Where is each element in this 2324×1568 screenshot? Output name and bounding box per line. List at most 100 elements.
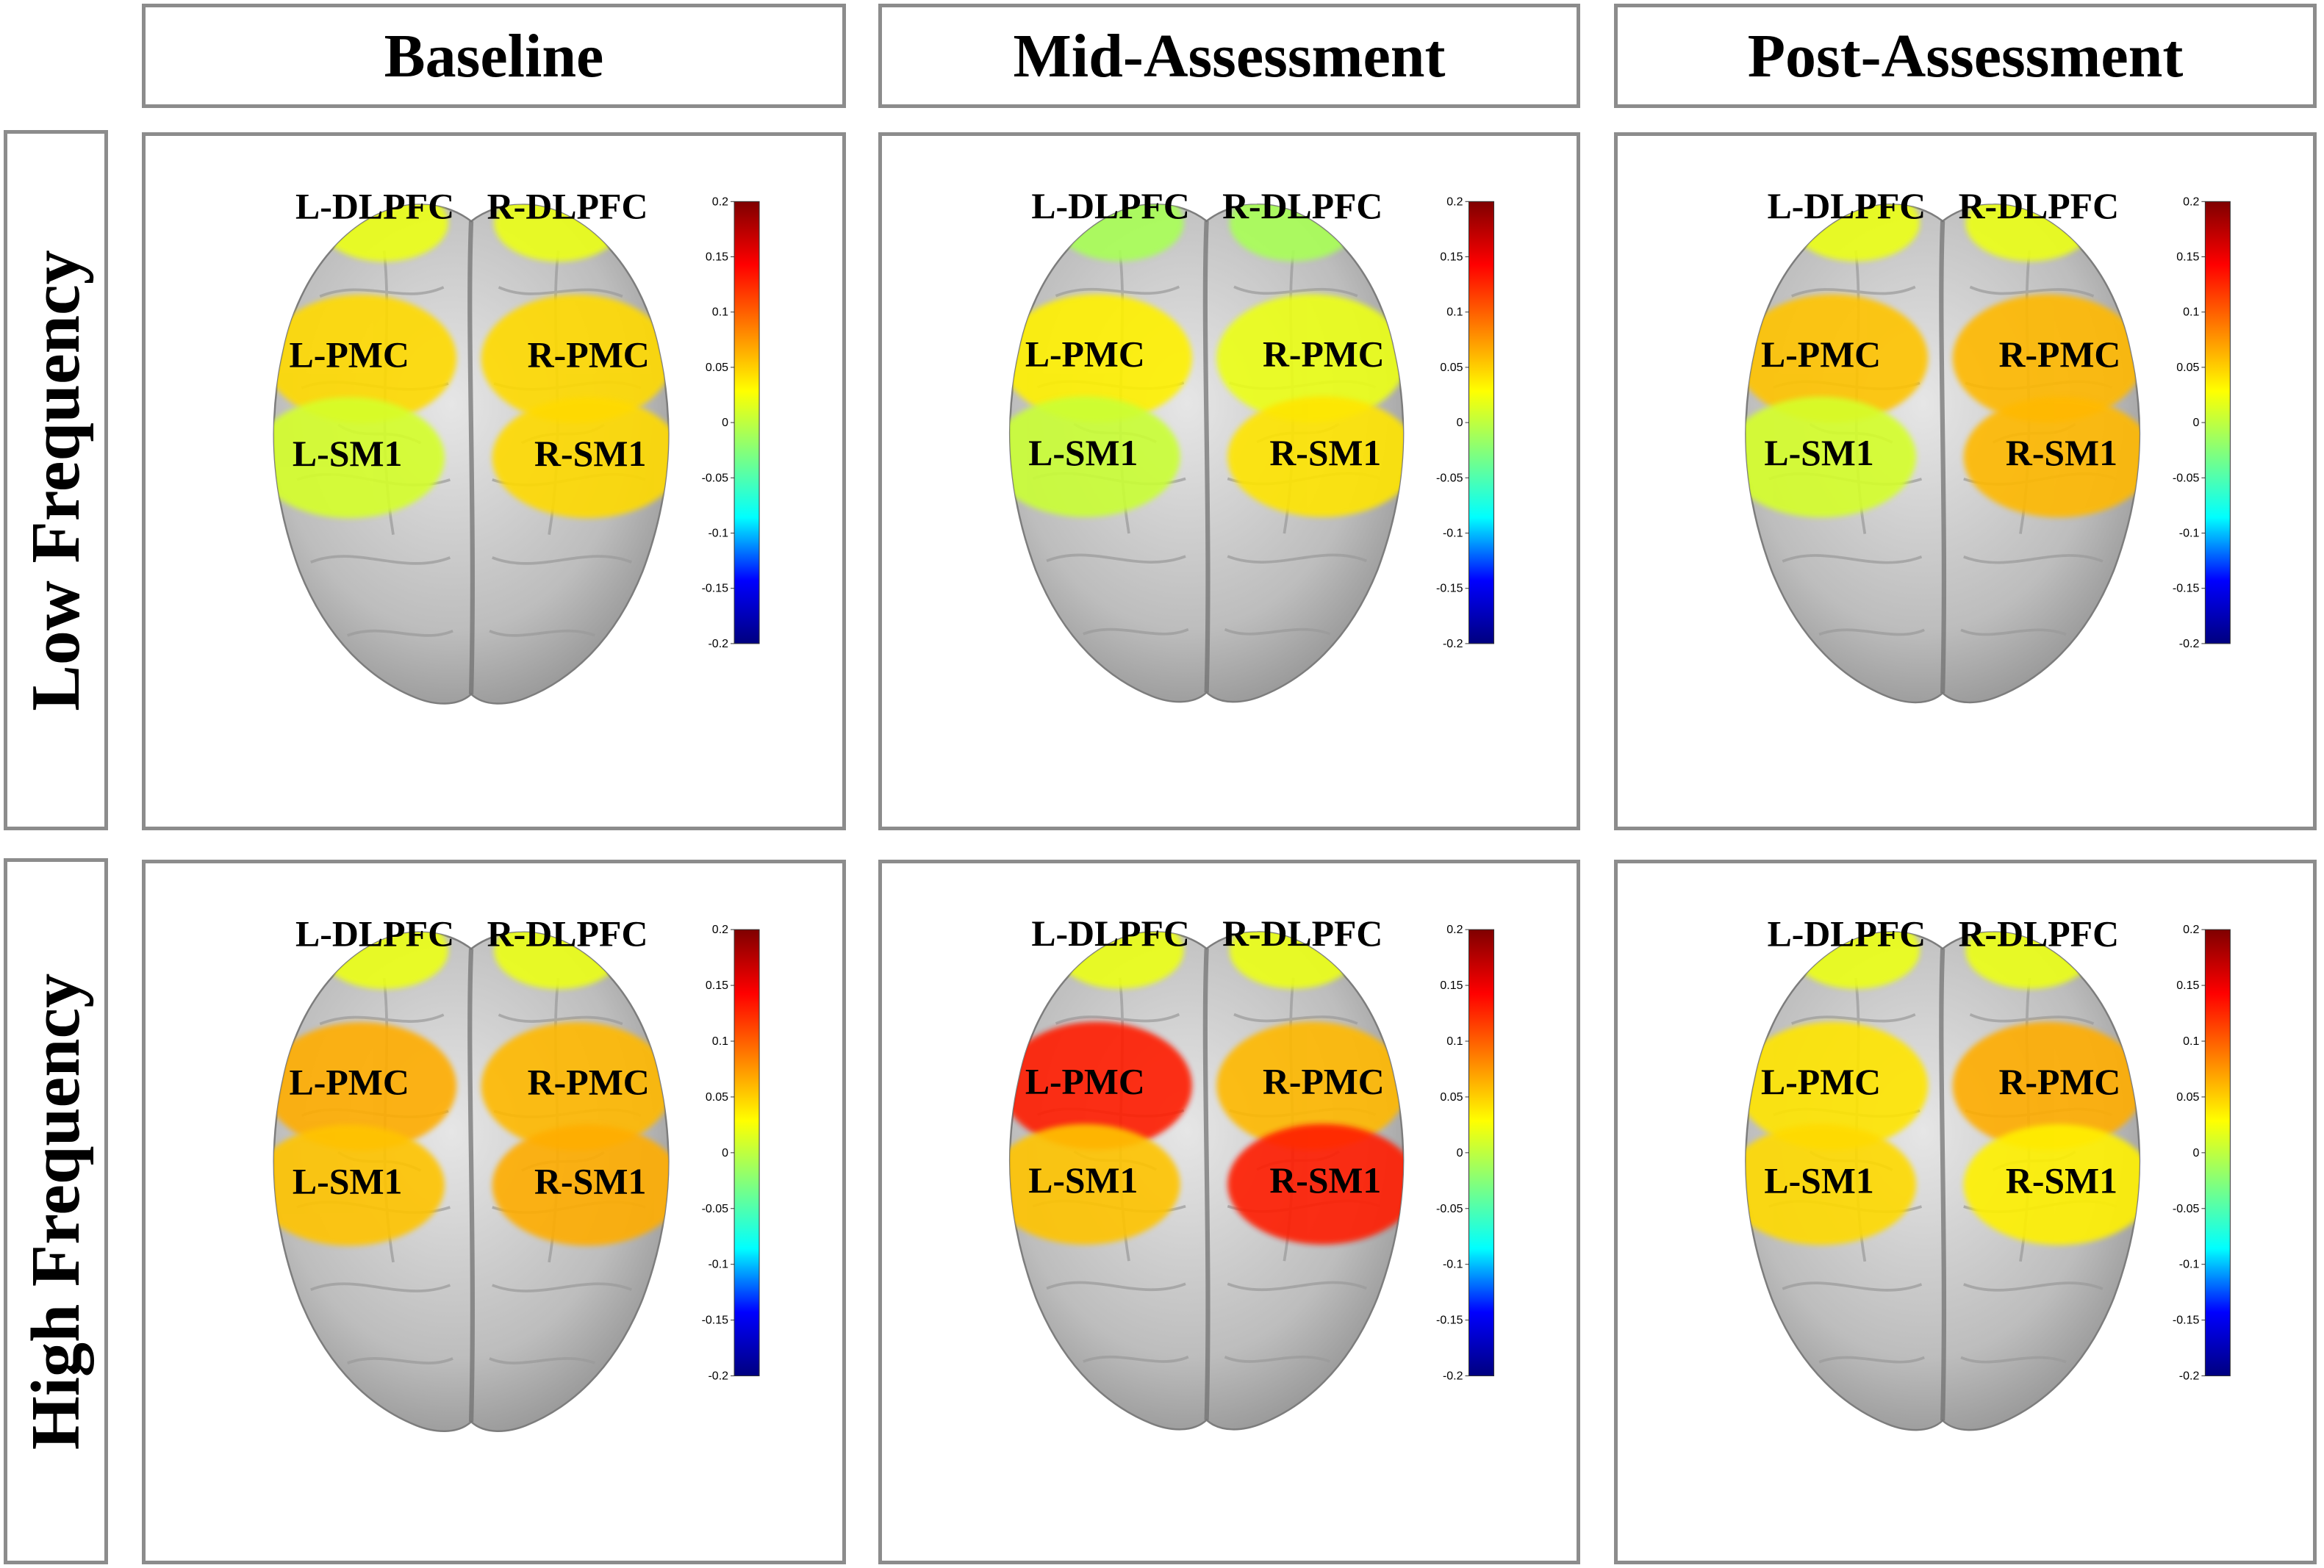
colorbar-tick-label: 0.2 — [1446, 195, 1463, 208]
region-label-l-dlpfc: L-DLPFC — [1768, 913, 1926, 954]
colorbar: 0.2 0.15 0.1 0.05 0 -0.05 -0.1 -0.15 -0.2 — [2173, 924, 2231, 1383]
colorbar-tick-label: -0.05 — [702, 1203, 729, 1215]
panel-graphic: L-DLPFC R-DLPFC L-PMC R-PMC L-SM1 R-SM1 0.2 0.1… — [273, 186, 760, 705]
region-l-dlpfc — [1055, 932, 1184, 989]
panel-graphic: L-DLPFC R-DLPFC L-PMC R-PMC L-SM1 R-SM1 0.2 0.1… — [1745, 186, 2231, 704]
panel-low-baseline: L-DLPFC R-DLPFC L-PMC R-PMC L-SM1 R-SM1 0.2 0.1… — [142, 132, 846, 830]
colorbar-tick-label: -0.2 — [1443, 1370, 1463, 1383]
colorbar-tick-label: 0.2 — [1446, 924, 1463, 936]
region-label-l-dlpfc: L-DLPFC — [295, 186, 454, 226]
region-label-l-sm1: L-SM1 — [1764, 433, 1873, 473]
colorbar-scale — [1468, 929, 1495, 1377]
region-r-pmc — [1216, 294, 1404, 422]
colorbar: 0.2 0.15 0.1 0.05 0 -0.05 -0.1 -0.15 -0.2 — [702, 924, 760, 1383]
panel-high-baseline: L-DLPFC R-DLPFC L-PMC R-PMC L-SM1 R-SM1 0.2 0.1… — [142, 860, 846, 1564]
panel-graphic: L-DLPFC R-DLPFC L-PMC R-PMC L-SM1 R-SM1 0.2 0.1… — [1008, 186, 1495, 703]
region-label-l-pmc: L-PMC — [1761, 1062, 1881, 1102]
colorbar-tick-label: 0.1 — [712, 306, 728, 319]
colorbar-tick-label: 0 — [1457, 1147, 1463, 1159]
row-header-low-frequency: Low Frequency — [4, 130, 108, 830]
region-l-sm1 — [1010, 396, 1180, 517]
region-label-r-pmc: R-PMC — [1263, 334, 1385, 374]
colorbar-tick-label: 0.15 — [706, 251, 728, 264]
region-label-l-sm1: L-SM1 — [293, 434, 403, 474]
colorbar-tick-label: -0.15 — [1436, 1315, 1463, 1327]
region-label-l-dlpfc: L-DLPFC — [1031, 913, 1189, 954]
colorbar-tick-label: 0 — [1457, 417, 1463, 429]
column-header-mid-assessment: Mid-Assessment — [878, 4, 1580, 108]
colorbar-scale — [2204, 201, 2231, 644]
region-l-dlpfc — [320, 204, 448, 262]
colorbar-tick-label: -0.15 — [2173, 583, 2200, 595]
region-r-pmc — [1216, 1021, 1404, 1150]
region-label-r-pmc: R-PMC — [528, 1062, 650, 1103]
region-l-dlpfc — [1055, 204, 1184, 262]
row-header-high-frequency: High Frequency — [4, 858, 108, 1564]
colorbar: 0.2 0.15 0.1 0.05 0 -0.05 -0.1 -0.15 -0.2 — [1436, 924, 1495, 1383]
panel-graphic: L-DLPFC R-DLPFC L-PMC R-PMC L-SM1 R-SM1 0.2 0.1… — [1745, 913, 2231, 1431]
colorbar-tick-label: 0.05 — [2176, 1091, 2199, 1104]
region-label-l-dlpfc: L-DLPFC — [1768, 186, 1926, 226]
panel-low-post-assessment: L-DLPFC R-DLPFC L-PMC R-PMC L-SM1 R-SM1 0.2 0.1… — [1614, 132, 2317, 830]
region-label-l-pmc: L-PMC — [1025, 334, 1145, 374]
colorbar-tick-label: 0.2 — [2183, 195, 2199, 208]
colorbar: 0.2 0.15 0.1 0.05 0 -0.05 -0.1 -0.15 -0.2 — [702, 195, 760, 650]
colorbar-tick-label: -0.1 — [2179, 528, 2200, 540]
colorbar-tick-label: 0.15 — [1440, 979, 1463, 992]
colorbar-tick-label: -0.2 — [2179, 1370, 2200, 1383]
colorbar-tick-label: -0.05 — [2173, 472, 2200, 484]
colorbar-tick-label: 0.2 — [712, 924, 728, 936]
colorbar-tick-label: 0.05 — [2176, 362, 2199, 374]
region-r-dlpfc — [494, 204, 623, 262]
region-l-sm1 — [1010, 1123, 1180, 1245]
region-label-r-pmc: R-PMC — [1263, 1062, 1385, 1102]
region-label-l-dlpfc: L-DLPFC — [1031, 186, 1189, 226]
region-label-r-pmc: R-PMC — [528, 334, 650, 375]
row-header-low-frequency-label: Low Frequency — [18, 249, 94, 711]
region-label-l-pmc: L-PMC — [1761, 334, 1881, 375]
region-l-dlpfc — [1791, 204, 1920, 262]
colorbar-tick-label: -0.1 — [2179, 1259, 2200, 1271]
region-r-sm1 — [492, 1124, 669, 1246]
region-label-r-sm1: R-SM1 — [1269, 433, 1381, 473]
column-header-baseline: Baseline — [142, 4, 846, 108]
colorbar-tick-label: 0.15 — [2176, 979, 2199, 992]
region-r-pmc — [1952, 294, 2140, 422]
colorbar-scale — [2204, 929, 2231, 1377]
region-label-r-pmc: R-PMC — [1999, 1062, 2121, 1102]
region-label-l-sm1: L-SM1 — [1764, 1160, 1873, 1201]
region-r-pmc — [1952, 1021, 2140, 1150]
region-label-r-sm1: R-SM1 — [534, 434, 646, 474]
colorbar-tick-label: 0.05 — [1440, 1091, 1463, 1104]
region-r-dlpfc — [1965, 204, 2094, 262]
colorbar-tick-label: -0.05 — [702, 472, 729, 484]
region-r-pmc — [481, 294, 669, 423]
colorbar-tick-label: 0.15 — [706, 979, 728, 992]
colorbar-tick-label: -0.1 — [708, 1259, 728, 1271]
colorbar: 0.2 0.15 0.1 0.05 0 -0.05 -0.1 -0.15 -0.2 — [2173, 195, 2231, 650]
panel-graphic: L-DLPFC R-DLPFC L-PMC R-PMC L-SM1 R-SM1 0.2 0.1… — [273, 914, 760, 1432]
colorbar-tick-label: 0.1 — [2183, 1035, 2199, 1048]
panel-high-post-assessment: L-DLPFC R-DLPFC L-PMC R-PMC L-SM1 R-SM1 0.2 0.1… — [1614, 860, 2317, 1564]
region-r-sm1 — [1963, 396, 2140, 518]
region-l-sm1 — [1746, 396, 1917, 518]
region-label-l-sm1: L-SM1 — [1028, 1160, 1138, 1201]
region-label-r-sm1: R-SM1 — [534, 1161, 646, 1201]
region-r-pmc — [481, 1022, 669, 1151]
region-r-sm1 — [1227, 1123, 1404, 1245]
region-l-pmc — [1746, 294, 1929, 422]
colorbar-scale — [734, 929, 760, 1377]
region-r-dlpfc — [1965, 932, 2094, 989]
panel-graphic: L-DLPFC R-DLPFC L-PMC R-PMC L-SM1 R-SM1 0.2 0.1… — [1008, 913, 1495, 1431]
colorbar-tick-label: -0.15 — [702, 1315, 729, 1327]
column-header-post-assessment: Post-Assessment — [1614, 4, 2317, 108]
region-r-dlpfc — [1229, 204, 1358, 262]
region-label-r-sm1: R-SM1 — [1269, 1160, 1381, 1201]
region-label-r-dlpfc: R-DLPFC — [487, 914, 648, 954]
colorbar-tick-label: 0.15 — [1440, 251, 1463, 264]
colorbar-tick-label: 0 — [2192, 417, 2199, 429]
region-label-r-pmc: R-PMC — [1999, 334, 2121, 375]
region-l-sm1 — [273, 1124, 445, 1246]
colorbar-tick-label: 0.05 — [1440, 362, 1463, 374]
colorbar-tick-label: 0 — [722, 1147, 728, 1159]
